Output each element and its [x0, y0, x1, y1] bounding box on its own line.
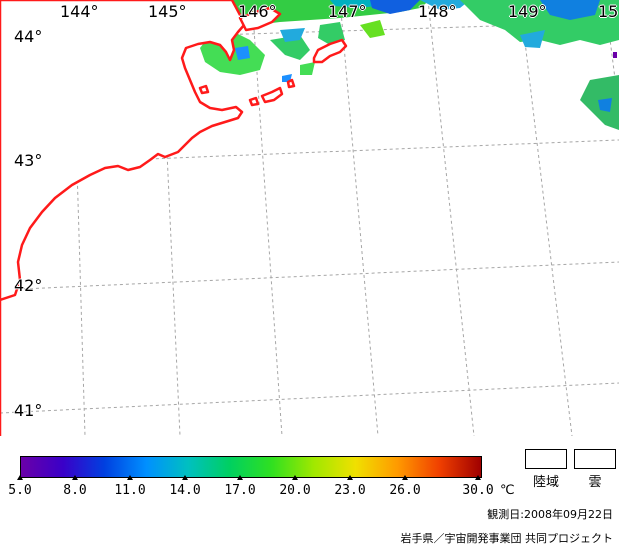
colorbar-tick-label: 17.0 — [224, 483, 256, 498]
lon-label-149: 149° — [508, 2, 547, 21]
project-credit: 岩手県／宇宙開発事業団 共同プロジェクト — [400, 532, 614, 545]
colorbar-tick-label: 26.0 — [389, 483, 421, 498]
sst-data-layer — [40, 0, 619, 130]
cloud-swatch — [574, 449, 616, 469]
lat-label-42: 42° — [14, 276, 43, 295]
colorbar-tick-label: 11.0 — [114, 483, 146, 498]
cloud-swatch-label: 雲 — [588, 475, 602, 490]
land-swatch — [525, 449, 567, 469]
latitude-line-42 — [0, 261, 619, 291]
colorbar-tick — [347, 475, 353, 480]
sst-map: 144° 145° 146° 147° 148° 149° 15 44° 43°… — [0, 0, 619, 436]
data-dot — [613, 52, 617, 58]
colorbar-tick-label: 14.0 — [169, 483, 201, 498]
lon-label-147: 147° — [328, 2, 367, 21]
longitude-line-149 — [519, 0, 573, 436]
colorbar-tick — [182, 475, 188, 480]
shikotan-island — [260, 86, 284, 104]
lon-label-145: 145° — [148, 2, 187, 21]
land-swatch-label: 陸域 — [532, 475, 560, 490]
colorbar-tick-label: 30.0 — [462, 483, 494, 498]
colorbar-tick — [237, 475, 243, 480]
lon-label-148: 148° — [418, 2, 457, 21]
legend-panel: 5.0 8.0 11.0 14.0 17.0 20.0 23.0 26.0 30… — [0, 436, 619, 546]
temperature-unit: ℃ — [500, 483, 515, 498]
colorbar-tick-label: 23.0 — [334, 483, 366, 498]
lon-label-146: 146° — [238, 2, 277, 21]
colorbar-tick-label: 5.0 — [8, 483, 32, 498]
colorbar-tick — [72, 475, 78, 480]
map-canvas — [0, 0, 619, 436]
temperature-colorbar — [20, 456, 482, 478]
colorbar-tick — [475, 475, 481, 480]
kunashiri-island — [312, 38, 348, 64]
lat-label-43: 43° — [14, 151, 43, 170]
lon-label-144: 144° — [60, 2, 99, 21]
colorbar-tick-label: 8.0 — [63, 483, 87, 498]
lat-label-41: 41° — [14, 401, 43, 420]
colorbar-tick-label: 20.0 — [279, 483, 311, 498]
lat-label-44: 44° — [14, 27, 43, 46]
colorbar-tick — [292, 475, 298, 480]
longitude-line-147 — [339, 0, 379, 436]
colorbar-tick — [17, 475, 23, 480]
observation-date: 観測日:2008年09月22日 — [487, 508, 613, 521]
longitude-line-146 — [251, 0, 283, 436]
longitude-line-148 — [427, 0, 475, 436]
coastline-layer — [0, 0, 348, 436]
lon-label-150: 15 — [598, 2, 619, 21]
colorbar-tick — [402, 475, 408, 480]
colorbar-tick — [127, 475, 133, 480]
latitude-line-41 — [0, 382, 619, 414]
